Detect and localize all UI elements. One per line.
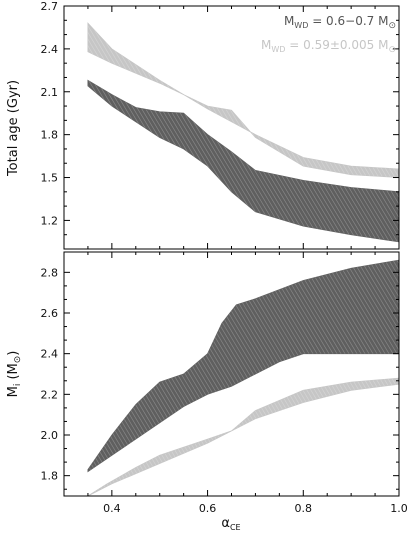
- bottom-y-axis-title-sun-symbol: ⊙: [13, 356, 23, 364]
- bottom-y-tick-label: 2.0: [41, 429, 59, 442]
- legend-entry-light-sun-symbol: ⊙: [388, 45, 396, 55]
- legend-entry-light-subscript: WD: [271, 45, 285, 54]
- x-axis-title-symbol: α: [221, 516, 230, 531]
- bottom-y-axis-title-subscript: i: [13, 384, 23, 387]
- bottom-plot-area: [87, 259, 399, 496]
- bottom-y-tick-label: 2.6: [41, 307, 59, 320]
- bottom-y-ticks: 1.8 2.0 2.2 2.4 2.6 2.8: [41, 266, 399, 490]
- bottom-series-band-0: [87, 377, 399, 496]
- bottom-y-axis-title-symbol: M: [6, 386, 21, 397]
- bottom-panel: 1.82.02.22.42.62.8 0.4 0.6 0.8 1.0 Mi (M⊙) …: [6, 251, 407, 532]
- bottom-x-tick-label: 0.4: [103, 502, 121, 515]
- bottom-y-axis-title-close: ): [6, 351, 21, 356]
- legend-entry-dark-range: = 0.6−0.7 M: [308, 14, 388, 28]
- top-y-axis-title: Total age (Gyr): [6, 80, 21, 177]
- top-y-tick-label: 1.5: [41, 172, 59, 185]
- bottom-y-axis-title: Mi (M⊙): [6, 351, 23, 398]
- legend-entry-light: MWD = 0.59±0.005 M⊙: [261, 38, 396, 55]
- bottom-y-tick-label: 1.8: [41, 470, 59, 483]
- legend-entry-light-range: = 0.59±0.005 M: [285, 38, 388, 52]
- legend-entry-dark-sun-symbol: ⊙: [388, 21, 396, 31]
- legend: MWD = 0.6−0.7 M⊙ MWD = 0.59±0.005 M⊙: [261, 14, 396, 55]
- top-y-tick-label: 2.4: [41, 43, 59, 56]
- legend-entry-dark-symbol: M: [284, 14, 294, 28]
- legend-entry-dark: MWD = 0.6−0.7 M⊙: [284, 14, 396, 31]
- bottom-y-tick-label: 2.8: [41, 266, 59, 279]
- x-axis-title: αCE: [221, 516, 240, 532]
- bottom-x-tick-label: 1.0: [390, 502, 407, 515]
- bottom-series-band-1: [87, 259, 399, 473]
- top-x-ticks: [63, 6, 400, 249]
- legend-entry-light-symbol: M: [261, 38, 271, 52]
- top-y-tick-label: 2.1: [41, 86, 59, 99]
- top-panel: 1.21.51.82.12.42.7 Total age (Gyr) MWD =…: [6, 0, 400, 250]
- top-series-band-1: [87, 79, 399, 243]
- top-y-tick-label: 1.8: [41, 129, 59, 142]
- bottom-y-axis-title-unit: (M: [6, 363, 21, 383]
- top-y-ticks: 1.2 1.5 1.8 2.1 2.4 2.7: [41, 0, 399, 236]
- bottom-y-tick-label: 2.4: [41, 348, 59, 361]
- top-y-tick-label: 1.2: [41, 214, 59, 227]
- bottom-x-ticks: 0.4 0.6 0.8 1.0: [63, 252, 407, 515]
- top-y-tick-label: 2.7: [41, 0, 59, 13]
- bottom-y-tick-label: 2.2: [41, 388, 59, 401]
- bottom-x-tick-label: 0.8: [295, 502, 313, 515]
- x-axis-title-subscript: CE: [230, 523, 241, 532]
- top-series-band-0: [87, 22, 399, 178]
- bottom-x-tick-label: 0.6: [199, 502, 217, 515]
- legend-entry-dark-subscript: WD: [294, 21, 308, 30]
